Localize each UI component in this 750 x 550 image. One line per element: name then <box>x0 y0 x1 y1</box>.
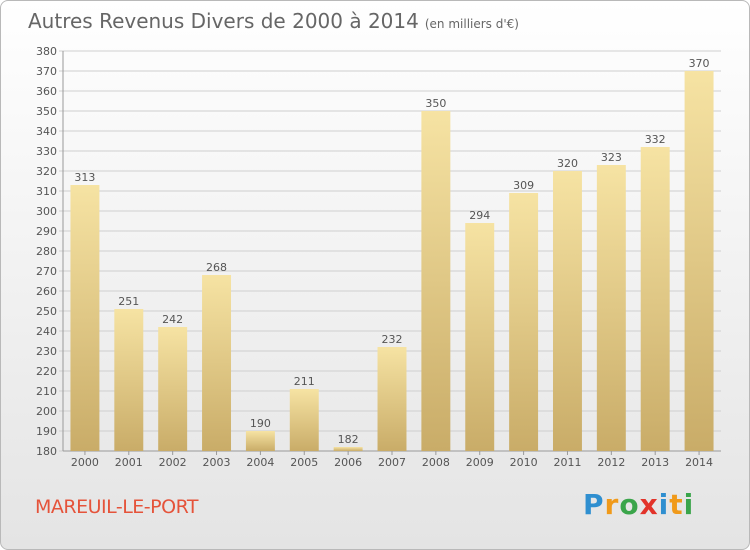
data-label-2007: 232 <box>382 333 403 346</box>
x-tick-label-2006: 2006 <box>334 456 362 469</box>
bar-2010 <box>509 193 539 451</box>
y-tick-label: 240 <box>36 325 57 338</box>
town-name: MAREUIL-LE-PORT <box>35 496 199 518</box>
x-tick-label-2004: 2004 <box>246 456 274 469</box>
bar-2013 <box>640 147 670 451</box>
bar-2008 <box>421 111 451 451</box>
data-label-2006: 182 <box>338 433 359 446</box>
x-tick-label-2014: 2014 <box>685 456 713 469</box>
y-tick-label: 300 <box>36 205 57 218</box>
data-label-2011: 320 <box>557 157 578 170</box>
y-tick-label: 190 <box>36 425 57 438</box>
y-tick-label: 360 <box>36 85 57 98</box>
bar-2002 <box>158 327 188 451</box>
y-tick-label: 320 <box>36 165 57 178</box>
y-tick-label: 230 <box>36 345 57 358</box>
x-tick-label-2003: 2003 <box>203 456 231 469</box>
x-tick-label-2005: 2005 <box>290 456 318 469</box>
bar-2003 <box>202 275 232 451</box>
title-unit: (en milliers d'€) <box>424 17 519 31</box>
y-tick-label: 260 <box>36 285 57 298</box>
data-label-2012: 323 <box>601 151 622 164</box>
data-label-2002: 242 <box>162 313 183 326</box>
data-label-2000: 313 <box>74 171 95 184</box>
y-tick-label: 210 <box>36 385 57 398</box>
x-tick-label-2011: 2011 <box>553 456 581 469</box>
bar-2014 <box>684 71 714 451</box>
y-tick-label: 310 <box>36 185 57 198</box>
x-tick-label-2007: 2007 <box>378 456 406 469</box>
y-tick-label: 280 <box>36 245 57 258</box>
x-tick-label-2002: 2002 <box>159 456 187 469</box>
data-label-2009: 294 <box>469 209 490 222</box>
chart-title: Autres Revenus Divers de 2000 à 2014 (en … <box>28 9 519 33</box>
bar-2005 <box>289 389 319 451</box>
y-tick-label: 290 <box>36 225 57 238</box>
title-text: Autres Revenus Divers de 2000 à 2014 <box>28 9 419 33</box>
x-tick-label-2001: 2001 <box>115 456 143 469</box>
y-tick-label: 220 <box>36 365 57 378</box>
y-tick-label: 270 <box>36 265 57 278</box>
y-tick-label: 330 <box>36 145 57 158</box>
data-label-2014: 370 <box>689 57 710 70</box>
x-tick-label-2010: 2010 <box>510 456 538 469</box>
x-tick-label-2013: 2013 <box>641 456 669 469</box>
bar-2001 <box>114 309 144 451</box>
proxiti-logo: Proxiti <box>583 488 695 521</box>
data-label-2003: 268 <box>206 261 227 274</box>
y-tick-label: 350 <box>36 105 57 118</box>
bar-2007 <box>377 347 407 451</box>
y-tick-label: 250 <box>36 305 57 318</box>
bar-2004 <box>245 431 275 451</box>
bar-2000 <box>70 185 100 451</box>
y-tick-label: 180 <box>36 445 57 458</box>
bar-2009 <box>465 223 495 451</box>
x-tick-label-2012: 2012 <box>597 456 625 469</box>
x-tick-label-2009: 2009 <box>466 456 494 469</box>
y-tick-label: 200 <box>36 405 57 418</box>
data-label-2005: 211 <box>294 375 315 388</box>
data-label-2010: 309 <box>513 179 534 192</box>
bar-2012 <box>596 165 626 451</box>
y-tick-label: 380 <box>36 45 57 58</box>
data-label-2008: 350 <box>425 97 446 110</box>
data-label-2001: 251 <box>118 295 139 308</box>
data-label-2013: 332 <box>645 133 666 146</box>
y-tick-label: 340 <box>36 125 57 138</box>
bar-2011 <box>552 171 582 451</box>
data-label-2004: 190 <box>250 417 271 430</box>
y-tick-label: 370 <box>36 65 57 78</box>
x-tick-label-2008: 2008 <box>422 456 450 469</box>
x-tick-label-2000: 2000 <box>71 456 99 469</box>
bar-2006 <box>333 447 363 451</box>
